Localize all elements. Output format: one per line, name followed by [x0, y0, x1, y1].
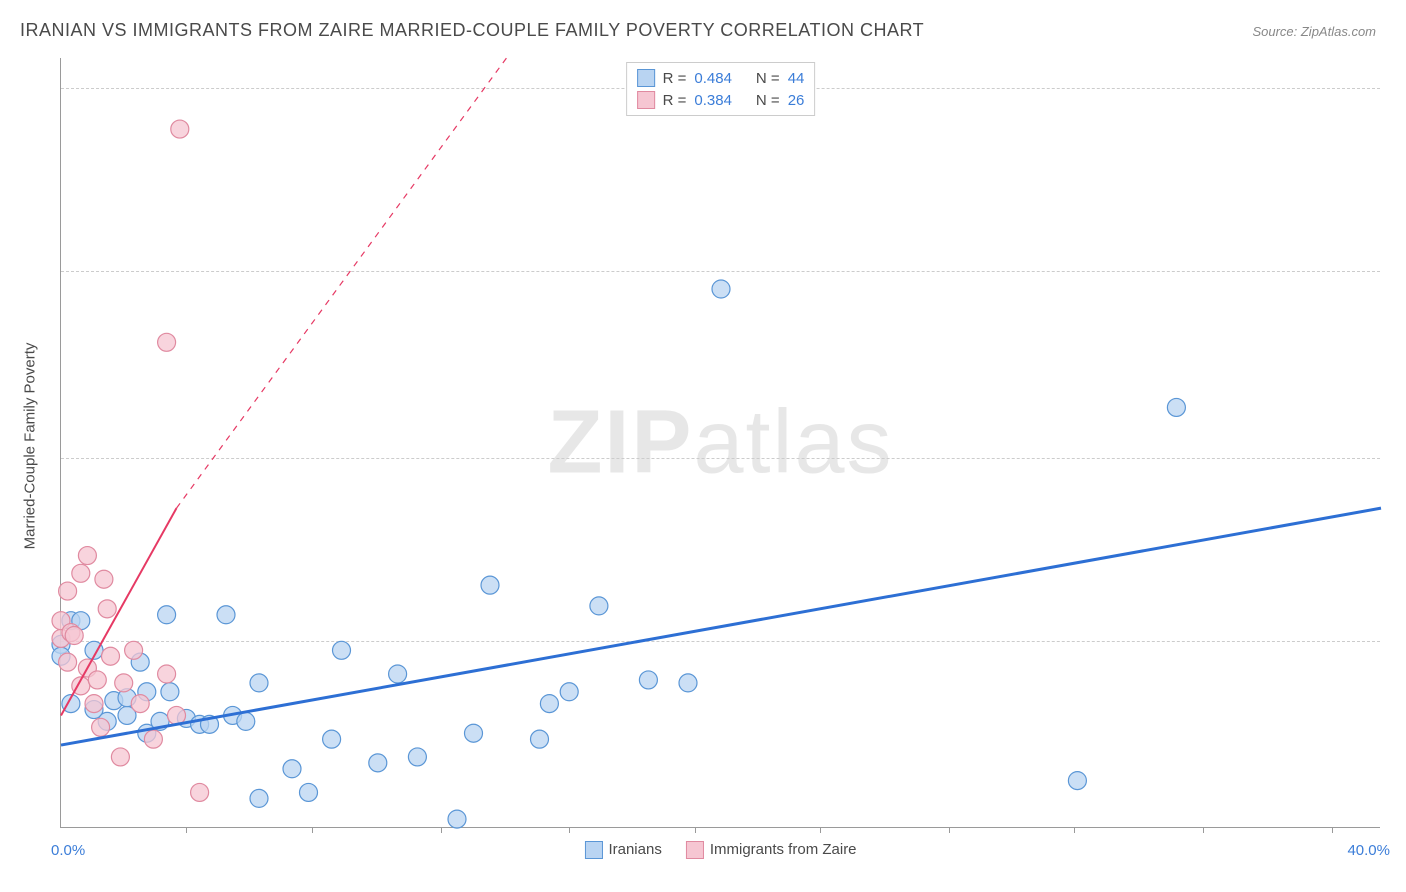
legend-label: Iranians [608, 841, 661, 858]
data-point [191, 783, 209, 801]
data-point [158, 606, 176, 624]
data-point [540, 695, 558, 713]
data-point [333, 641, 351, 659]
data-point [144, 730, 162, 748]
y-tick-label: 25.0% [1390, 79, 1406, 96]
data-point [408, 748, 426, 766]
data-point [679, 674, 697, 692]
legend-swatch [584, 841, 602, 859]
x-axis-max-label: 40.0% [1347, 842, 1390, 859]
data-point [448, 810, 466, 828]
data-point [59, 653, 77, 671]
data-point [111, 748, 129, 766]
data-point [250, 789, 268, 807]
plot-area: ZIPatlas 6.3%12.5%18.8%25.0% R =0.484N =… [60, 58, 1380, 828]
data-point [158, 665, 176, 683]
data-point [389, 665, 407, 683]
data-point [131, 695, 149, 713]
data-point [590, 597, 608, 615]
stats-row: R = 0.384 N = 26 [637, 89, 805, 111]
x-tick [1203, 827, 1204, 833]
scatter-plot [61, 58, 1380, 827]
data-point [92, 718, 110, 736]
data-point [481, 576, 499, 594]
data-point [217, 606, 235, 624]
legend-swatch [686, 841, 704, 859]
data-point [161, 683, 179, 701]
data-point [78, 547, 96, 565]
data-point [95, 570, 113, 588]
data-point [88, 671, 106, 689]
data-point [531, 730, 549, 748]
y-tick-label: 12.5% [1390, 449, 1406, 466]
n-value: 26 [788, 92, 805, 109]
x-tick [569, 827, 570, 833]
series-swatch [637, 91, 655, 109]
data-point [369, 754, 387, 772]
stats-row: R = 0.484 N = 44 [637, 67, 805, 89]
n-label: N = [756, 70, 780, 87]
data-point [300, 783, 318, 801]
data-point [85, 695, 103, 713]
trend-line-dashed [177, 58, 507, 508]
x-tick [441, 827, 442, 833]
x-tick [820, 827, 821, 833]
chart-title: IRANIAN VS IMMIGRANTS FROM ZAIRE MARRIED… [20, 20, 924, 41]
chart-container: IRANIAN VS IMMIGRANTS FROM ZAIRE MARRIED… [0, 0, 1406, 892]
r-label: R = [663, 70, 687, 87]
legend-item: Immigrants from Zaire [686, 841, 857, 859]
data-point [125, 641, 143, 659]
legend: Iranians Immigrants from Zaire [584, 841, 856, 859]
data-point [65, 627, 83, 645]
data-point [171, 120, 189, 138]
x-tick [695, 827, 696, 833]
trend-line [61, 508, 1381, 745]
legend-label: Immigrants from Zaire [710, 841, 857, 858]
n-value: 44 [788, 70, 805, 87]
r-label: R = [663, 92, 687, 109]
data-point [72, 564, 90, 582]
data-point [1068, 772, 1086, 790]
y-tick-label: 18.8% [1390, 263, 1406, 280]
data-point [560, 683, 578, 701]
y-tick-label: 6.3% [1390, 633, 1406, 650]
correlation-stats-box: R = 0.484 N = 44 R = 0.384 N = 26 [626, 62, 816, 116]
data-point [237, 712, 255, 730]
x-tick [949, 827, 950, 833]
y-axis-label: Married-Couple Family Poverty [22, 343, 39, 550]
n-label: N = [756, 92, 780, 109]
data-point [98, 600, 116, 618]
data-point [465, 724, 483, 742]
legend-item: Iranians [584, 841, 661, 859]
data-point [102, 647, 120, 665]
data-point [639, 671, 657, 689]
source-attribution: Source: ZipAtlas.com [1252, 24, 1376, 39]
x-axis-min-label: 0.0% [51, 842, 85, 859]
data-point [283, 760, 301, 778]
data-point [250, 674, 268, 692]
r-value: 0.384 [694, 92, 732, 109]
data-point [59, 582, 77, 600]
data-point [712, 280, 730, 298]
x-tick [186, 827, 187, 833]
data-point [1167, 398, 1185, 416]
x-tick [312, 827, 313, 833]
x-tick [1074, 827, 1075, 833]
data-point [158, 333, 176, 351]
data-point [115, 674, 133, 692]
series-swatch [637, 69, 655, 87]
x-tick [1332, 827, 1333, 833]
r-value: 0.484 [694, 70, 732, 87]
data-point [323, 730, 341, 748]
